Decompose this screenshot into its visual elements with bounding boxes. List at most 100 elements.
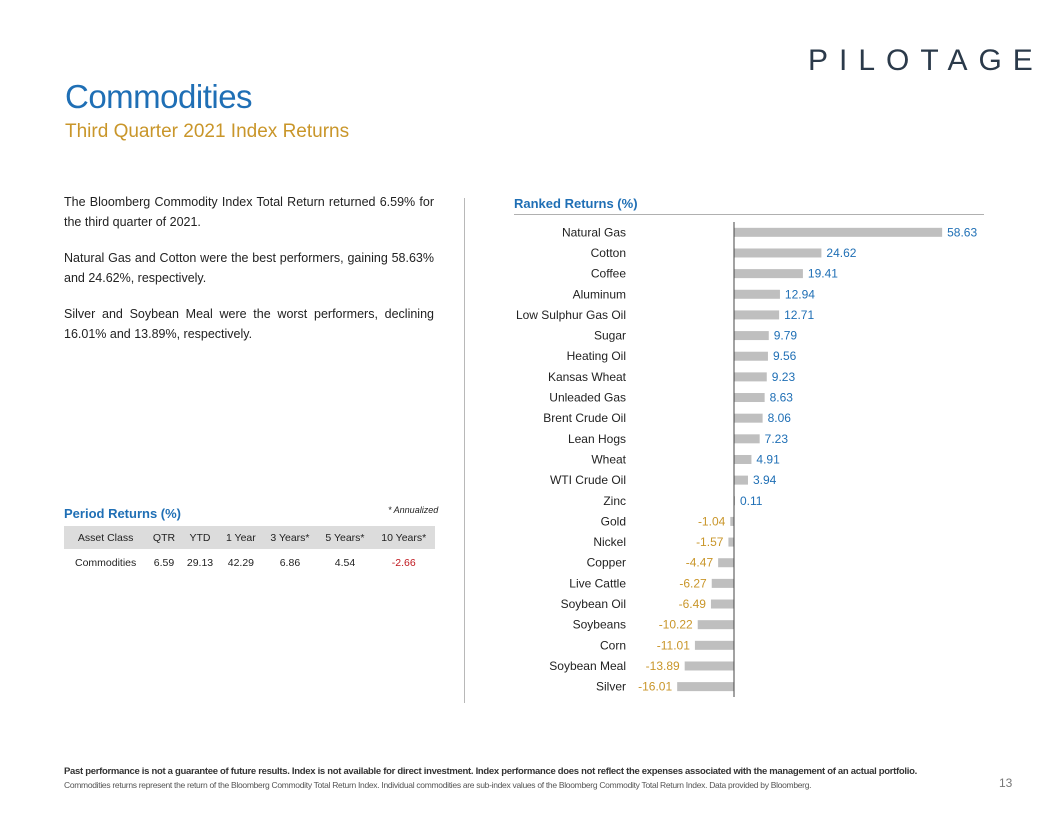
category-label: Aluminum — [573, 287, 626, 301]
category-label: Heating Oil — [567, 349, 626, 363]
category-label: Low Sulphur Gas Oil — [516, 308, 626, 322]
category-label: Copper — [587, 556, 626, 570]
category-label: Lean Hogs — [568, 432, 626, 446]
category-label: Sugar — [594, 329, 626, 343]
bar-brent-crude-oil — [734, 413, 763, 423]
col-header-3-years: 3 Years* — [262, 526, 318, 549]
table-header-row: Asset Class QTR YTD 1 Year 3 Years* 5 Ye… — [64, 526, 435, 549]
category-label: Gold — [601, 514, 626, 528]
commentary-paragraph: The Bloomberg Commodity Index Total Retu… — [64, 195, 434, 229]
commentary-paragraph: Natural Gas and Cotton were the best per… — [64, 251, 434, 285]
bar-gold — [730, 516, 734, 526]
bar-copper — [718, 558, 734, 568]
bar-soybeans — [697, 620, 734, 630]
data-label: 8.63 — [770, 391, 794, 405]
commentary-paragraph: Silver and Soybean Meal were the worst p… — [64, 307, 434, 341]
bar-lean-hogs — [734, 434, 760, 444]
bar-aluminum — [734, 289, 780, 299]
bar-cotton — [734, 248, 822, 258]
cell-asset-class: Commodities — [75, 557, 137, 569]
col-header-1-year: 1 Year — [219, 526, 263, 549]
footer-note: Commodities returns represent the return… — [64, 780, 812, 790]
bar-corn — [694, 640, 734, 650]
category-label: Soybean Meal — [549, 659, 626, 673]
data-label: 4.91 — [756, 452, 780, 466]
category-label: Brent Crude Oil — [543, 411, 626, 425]
category-label: WTI Crude Oil — [550, 473, 626, 487]
cell-ytd: 29.13 — [186, 557, 214, 569]
category-label: Wheat — [591, 452, 626, 466]
category-label: Zinc — [603, 494, 626, 508]
category-label: Nickel — [593, 535, 626, 549]
data-label: 8.06 — [768, 411, 792, 425]
category-label: Kansas Wheat — [548, 370, 627, 384]
data-label: -4.47 — [686, 556, 714, 570]
chart-title-rule — [514, 214, 984, 215]
bar-soybean-oil — [710, 599, 734, 609]
ranked-returns-chart: Natural Gas 58.63 Cotton 24.62 Coffee 19.41 Al… — [516, 222, 977, 697]
footer-disclaimer: Past performance is not a guarantee of f… — [64, 766, 917, 777]
category-label: Cotton — [591, 246, 626, 260]
data-label: 24.62 — [826, 246, 856, 260]
category-label: Unleaded Gas — [549, 391, 626, 405]
data-label: 7.23 — [765, 432, 789, 446]
table-row: Commodities 6.59 29.13 42.29 6.86 4.54 -… — [64, 549, 435, 577]
bar-sugar — [734, 331, 769, 341]
cell-qtr: 6.59 — [153, 557, 175, 569]
data-label: -1.57 — [696, 535, 724, 549]
bar-coffee — [734, 269, 803, 279]
data-label: 19.41 — [808, 267, 838, 281]
data-label: 3.94 — [753, 473, 777, 487]
data-label: -1.04 — [698, 514, 726, 528]
bar-nickel — [728, 537, 734, 547]
data-label: -13.89 — [646, 659, 680, 673]
bar-kansas-wheat — [734, 372, 767, 382]
data-label: 12.94 — [785, 287, 815, 301]
column-divider — [464, 198, 465, 703]
cell-1-year: 42.29 — [227, 557, 255, 569]
data-label: 9.23 — [772, 370, 796, 384]
col-header-ytd: YTD — [180, 526, 220, 549]
category-label: Coffee — [591, 267, 626, 281]
page-number: 13 — [999, 776, 1013, 790]
data-label: -6.27 — [679, 576, 707, 590]
page-subtitle: Third Quarter 2021 Index Returns — [65, 121, 350, 142]
period-returns-title: Period Returns (%) — [64, 506, 182, 521]
cell-5-years: 4.54 — [334, 557, 356, 569]
data-label: 0.11 — [740, 494, 763, 508]
data-label: -6.49 — [679, 597, 707, 611]
bar-low-sulphur-gas-oil — [734, 310, 780, 320]
cell-3-years: 6.86 — [279, 557, 301, 569]
category-label: Natural Gas — [562, 225, 626, 239]
chart-title: Ranked Returns (%) — [514, 196, 638, 211]
col-header-5-years: 5 Years* — [317, 526, 373, 549]
bar-heating-oil — [734, 351, 768, 361]
data-label: 12.71 — [784, 308, 814, 322]
bar-wheat — [734, 454, 752, 464]
annualized-note: * Annualized — [388, 505, 439, 515]
bar-natural-gas — [734, 227, 943, 237]
pilotage-logo: PILOTAGE — [808, 44, 1044, 78]
category-label: Corn — [600, 638, 626, 652]
period-returns-table: Asset Class QTR YTD 1 Year 3 Years* 5 Ye… — [64, 526, 435, 577]
data-label: 58.63 — [947, 225, 977, 239]
category-label: Live Cattle — [569, 576, 626, 590]
data-label: 9.79 — [774, 329, 798, 343]
data-label: -16.01 — [638, 680, 672, 694]
commentary: The Bloomberg Commodity Index Total Retu… — [64, 192, 434, 360]
data-label: -11.01 — [657, 638, 690, 652]
col-header-qtr: QTR — [147, 526, 181, 549]
bar-unleaded-gas — [734, 393, 765, 403]
col-header-10-years: 10 Years* — [372, 526, 435, 549]
data-label: -10.22 — [659, 618, 693, 632]
data-label: 9.56 — [773, 349, 797, 363]
logo-text: PILOTAGE — [808, 44, 1044, 77]
category-label: Soybean Oil — [561, 597, 626, 611]
col-header-asset-class: Asset Class — [64, 526, 148, 549]
category-label: Silver — [596, 680, 626, 694]
bar-live-cattle — [711, 578, 734, 588]
bar-wti-crude-oil — [734, 475, 748, 485]
page-title: Commodities — [65, 78, 253, 115]
bar-silver — [677, 682, 734, 692]
cell-10-years: -2.66 — [391, 557, 416, 569]
